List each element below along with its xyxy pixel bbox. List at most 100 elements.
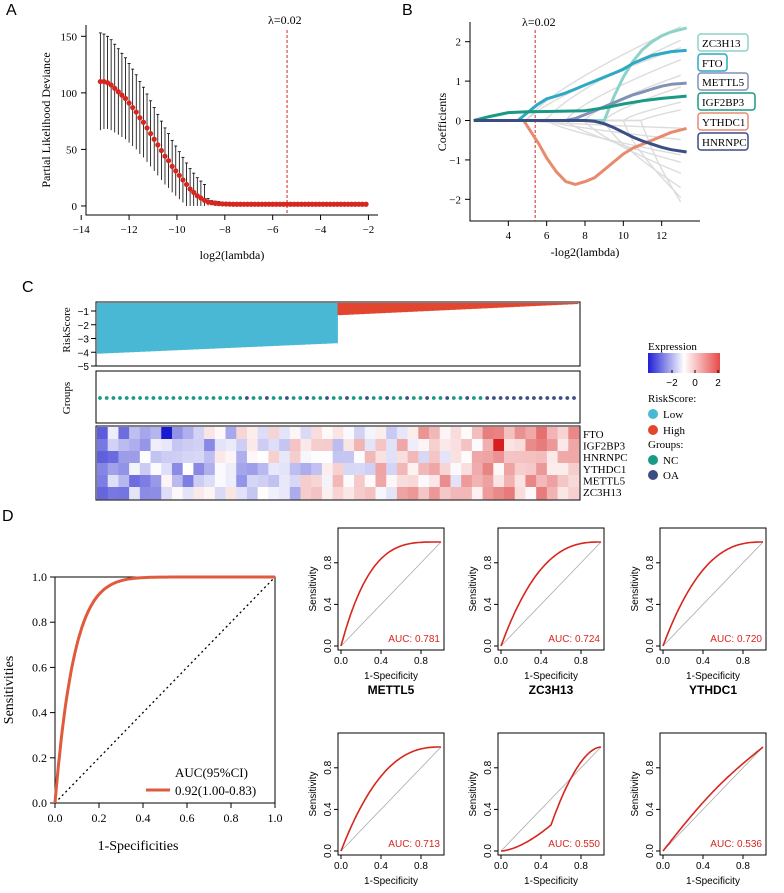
y-axis-label: Sensitivity: [308, 566, 319, 611]
riskscore-tick-label: −1: [78, 307, 90, 318]
heatmap-cell: [450, 487, 462, 500]
x-tick-label: 0.8: [224, 811, 239, 825]
y-tick-label: −1: [449, 155, 461, 167]
heatmap-cell: [118, 439, 130, 452]
deviance-point: [130, 104, 136, 111]
y-tick-label: 0.4: [645, 597, 656, 611]
roc-curve: [340, 746, 441, 852]
heatmap-cell: [354, 487, 366, 500]
label-box-zc3h13: [697, 33, 749, 52]
group-dot: [258, 396, 263, 400]
riskscore-bar: [476, 303, 483, 309]
plot-frame: [497, 732, 605, 856]
riskscore-bar: [428, 303, 435, 311]
heatmap-cell: [311, 463, 323, 476]
heatmap-cell: [396, 475, 408, 488]
diagonal-reference: [662, 746, 764, 852]
riskscore-bar: [455, 303, 461, 310]
group-dot: [245, 396, 249, 400]
heatmap-cell: [139, 439, 151, 452]
riskscore-bar: [316, 303, 322, 345]
x-tick-label: 0.2: [92, 811, 107, 825]
roc-curve: [53, 575, 275, 803]
y-tick-label: 0.0: [323, 639, 334, 653]
heatmap-cell: [150, 475, 162, 488]
deviance-point: [126, 100, 132, 106]
riskscore-bar: [423, 303, 429, 312]
y-tick-label: 0.0: [483, 639, 494, 653]
heatmap-cell: [471, 475, 483, 488]
deviance-point: [151, 136, 157, 142]
heatmap-cell: [171, 487, 183, 500]
heatmap-cell: [257, 439, 269, 452]
deviance-point: [133, 109, 139, 115]
deviance-point: [280, 201, 287, 207]
group-dot: [331, 396, 336, 400]
heatmap-cell: [118, 463, 130, 476]
heatmap-cell: [279, 451, 291, 464]
background-path: [473, 86, 682, 122]
x-tick-label: 0.0: [656, 656, 670, 667]
heatmap-cell: [375, 451, 387, 464]
heatmap-cell: [332, 487, 344, 500]
heatmap-cell: [204, 487, 216, 500]
panel-c-heatmap: −1 −2 −3 −4 −5 RiskScore Groups FTOIGF2BP3HN…: [61, 301, 721, 501]
y-tick-label: 0.4: [323, 597, 334, 611]
riskscore-tick-label: −4: [78, 348, 90, 359]
deviance-point: [176, 172, 182, 179]
heatmap-cell: [214, 427, 226, 440]
riskscore-tick-label: −2: [78, 321, 90, 332]
group-dot: [144, 396, 149, 400]
heatmap-cell: [311, 487, 323, 500]
heatmap-cell: [225, 487, 237, 500]
heatmap-cell: [321, 475, 333, 488]
heatmap-cell: [225, 451, 237, 464]
heatmap-cell: [482, 439, 494, 452]
heatmap-cell: [568, 475, 580, 488]
group-dot: [285, 396, 289, 400]
riskscore-bar: [246, 303, 253, 348]
heatmap-cell: [514, 487, 526, 500]
groups-label: Groups: [61, 382, 73, 414]
deviance-point: [313, 201, 319, 207]
heatmap-cell: [107, 427, 119, 440]
group-dot: [298, 396, 303, 400]
heatmap-cell: [375, 475, 387, 488]
group-dot: [238, 396, 243, 400]
riskscore-bar: [171, 303, 178, 351]
heatmap-cell: [407, 427, 419, 440]
riskscore-bar: [508, 303, 515, 308]
heatmap-cell: [321, 427, 333, 440]
deviance-point: [122, 95, 129, 102]
heatmap-cell: [439, 475, 451, 488]
deviance-point: [255, 201, 261, 207]
x-tick-label: 0.0: [334, 861, 348, 872]
group-dot: [465, 396, 470, 400]
riskscore-bar: [433, 303, 440, 311]
heatmap-cell: [493, 427, 505, 440]
heatmap-cell: [236, 451, 248, 464]
group-dot: [532, 396, 536, 400]
axis-ticks: −14 −12 −10 −8 −6 −4 −2 0 50 100 150: [61, 31, 375, 236]
group-dot: [138, 396, 143, 400]
group-dot: [131, 396, 136, 400]
riskscore-bar: [540, 303, 547, 306]
heatmap-cell: [161, 487, 173, 500]
deviance-point: [323, 201, 330, 207]
roc-curve: [500, 746, 602, 852]
riskscore-ticks: −1 −2 −3 −4 −5: [78, 307, 96, 373]
deviance-point: [298, 201, 305, 207]
x-tick-label: −12: [120, 224, 137, 236]
heatmap-cell: [193, 427, 205, 440]
heatmap-cell: [386, 487, 398, 500]
heatmap-cell: [129, 475, 141, 488]
heatmap-cell: [493, 487, 505, 500]
deviance-point: [165, 158, 172, 164]
group-dot: [318, 396, 323, 400]
diagonal-reference: [662, 541, 764, 647]
deviance-point: [119, 92, 125, 98]
heatmap-cell: [450, 427, 462, 440]
group-dot: [291, 396, 296, 400]
group-dot: [124, 396, 129, 400]
deviance-point: [183, 181, 190, 188]
